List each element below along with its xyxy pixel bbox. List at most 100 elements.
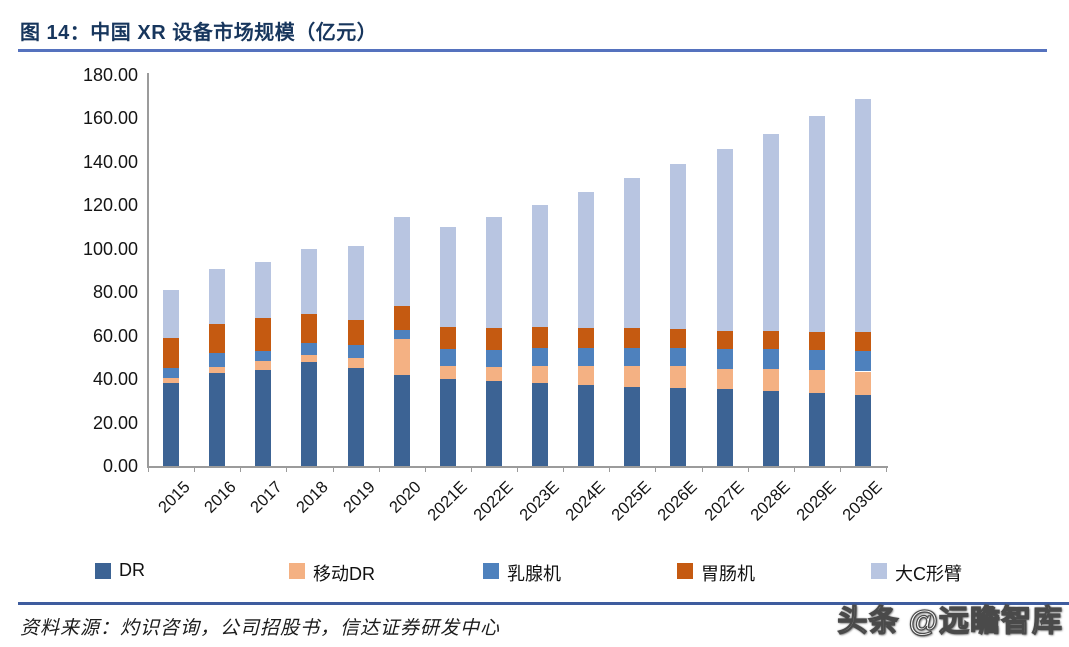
- bar-segment-移动DR-2023E: [532, 366, 549, 384]
- legend-label: 乳腺机: [507, 564, 561, 584]
- x-tick-label: 2019: [339, 478, 379, 517]
- bar-segment-乳腺机-2027E: [716, 348, 733, 370]
- bar-segment-DR-2024E: [578, 384, 595, 466]
- legend-label: 胃肠机: [701, 564, 755, 584]
- source-note: 资料来源：灼识咨询，公司招股书，信达证券研发中心: [20, 618, 501, 639]
- bar-segment-大C形臂-2023E: [532, 205, 549, 327]
- bar-segment-移动DR-2028E: [762, 369, 779, 392]
- bar-segment-移动DR-2016: [209, 367, 226, 373]
- bar-segment-胃肠机-2020: [393, 306, 410, 331]
- bar-segment-乳腺机-2020: [393, 330, 410, 339]
- bar-segment-乳腺机-2022E: [485, 349, 502, 368]
- bar-segment-DR-2028E: [762, 391, 779, 466]
- y-tick-label: 120.00: [82, 195, 138, 216]
- bar-segment-胃肠机-2017: [255, 318, 272, 351]
- x-axis-tick: [240, 468, 242, 472]
- legend-label: 大C形臂: [895, 564, 962, 584]
- x-axis-tick: [517, 468, 518, 472]
- y-tick-label: 180.00: [82, 65, 138, 85]
- stacked-bar-chart: 0.00 20.00 40.00 60.00 80.00 100.00 120.00 140.…: [0, 60, 1069, 600]
- bar-segment-胃肠机-2030E: [854, 332, 871, 351]
- legend-swatch-icon: [95, 563, 111, 579]
- bar-segment-DR-2016: [209, 372, 226, 466]
- x-tick-label: 2027E: [700, 478, 748, 525]
- x-axis-tick: [747, 468, 749, 472]
- bar-segment-移动DR-2024E: [578, 366, 595, 385]
- x-axis-tick: [286, 468, 288, 472]
- bar-segment-大C形臂-2021E: [439, 227, 456, 327]
- bar-segment-胃肠机-2026E: [670, 329, 687, 348]
- bar-segment-移动DR-2015: [163, 378, 180, 384]
- x-axis-tick: [470, 468, 472, 472]
- legend-label: DR: [119, 560, 145, 580]
- x-axis-tick: [424, 468, 426, 472]
- x-tick-label: 2018: [293, 478, 333, 517]
- bar-segment-大C形臂-2024E: [578, 192, 595, 329]
- x-axis-tick: [886, 468, 887, 472]
- figure-title: 图 14：中国 XR 设备市场规模（亿元）: [20, 22, 378, 44]
- bar-segment-胃肠机-2029E: [808, 332, 825, 350]
- bar-segment-DR-2030E: [854, 395, 871, 466]
- bar-segment-胃肠机-2027E: [716, 331, 733, 349]
- bar-segment-乳腺机-2025E: [624, 347, 641, 367]
- bar-segment-DR-2020: [393, 374, 410, 466]
- bar-segment-大C形臂-2018: [301, 248, 318, 314]
- bar-segment-乳腺机-2016: [209, 353, 226, 368]
- y-tick-label: 60.00: [92, 325, 138, 346]
- bar-segment-乳腺机-2015: [163, 368, 180, 379]
- x-axis-tick: [148, 468, 149, 472]
- legend-swatch-icon: [677, 563, 693, 579]
- bar-segment-DR-2023E: [532, 383, 549, 466]
- x-axis-line: [147, 466, 888, 468]
- bar-segment-大C形臂-2015: [163, 290, 180, 338]
- y-axis-line: [147, 73, 149, 468]
- bar-segment-DR-2026E: [670, 387, 687, 466]
- footer-rule: [18, 602, 1069, 605]
- bar-segment-乳腺机-2030E: [854, 350, 871, 372]
- bar-segment-大C形臂-2027E: [716, 148, 733, 332]
- bar-segment-DR-2019: [347, 368, 364, 466]
- bar-segment-大C形臂-2019: [347, 245, 364, 321]
- y-tick-label: 0.00: [102, 456, 138, 476]
- bar-segment-移动DR-2026E: [670, 366, 687, 388]
- bar-segment-移动DR-2018: [301, 355, 318, 362]
- legend-swatch-icon: [871, 563, 887, 579]
- bar-segment-胃肠机-2028E: [762, 331, 779, 349]
- x-axis-tick: [655, 468, 657, 472]
- bar-segment-大C形臂-2026E: [670, 164, 687, 330]
- x-axis-tick: [378, 468, 380, 472]
- legend-swatch-icon: [483, 563, 499, 579]
- bar-segment-大C形臂-2020: [393, 217, 410, 307]
- bar-segment-DR-2017: [255, 370, 272, 466]
- y-tick-label: 100.00: [82, 238, 138, 259]
- bar-segment-胃肠机-2021E: [439, 326, 456, 349]
- bar-segment-大C形臂-2025E: [624, 178, 641, 329]
- x-tick-label: 2026E: [654, 478, 702, 525]
- bar-segment-乳腺机-2029E: [808, 349, 825, 371]
- bar-segment-胃肠机-2022E: [485, 328, 502, 350]
- legend-label: 移动DR: [313, 564, 375, 584]
- y-tick-label: 40.00: [92, 369, 138, 390]
- bar-segment-乳腺机-2026E: [670, 347, 687, 367]
- bar-segment-乳腺机-2024E: [578, 347, 595, 367]
- x-axis-tick: [609, 468, 611, 472]
- bar-segment-胃肠机-2024E: [578, 328, 595, 348]
- bar-segment-大C形臂-2022E: [485, 217, 502, 329]
- x-axis-tick: [793, 468, 795, 472]
- title-rule: [18, 49, 1047, 52]
- bar-segment-DR-2029E: [808, 393, 825, 466]
- bar-segment-胃肠机-2019: [347, 320, 364, 346]
- bar-segment-大C形臂-2030E: [854, 98, 871, 333]
- legend-swatch-icon: [289, 563, 305, 579]
- bar-segment-移动DR-2030E: [854, 371, 871, 396]
- bar-segment-乳腺机-2021E: [439, 348, 456, 367]
- x-axis-tick: [332, 468, 334, 472]
- x-axis-tick: [194, 468, 196, 472]
- y-tick-label: 140.00: [82, 151, 138, 172]
- bar-segment-DR-2025E: [624, 386, 641, 466]
- bar-segment-移动DR-2029E: [808, 370, 825, 394]
- bar-segment-移动DR-2022E: [485, 367, 502, 382]
- bar-segment-移动DR-2017: [255, 360, 272, 371]
- bar-segment-移动DR-2021E: [439, 366, 456, 380]
